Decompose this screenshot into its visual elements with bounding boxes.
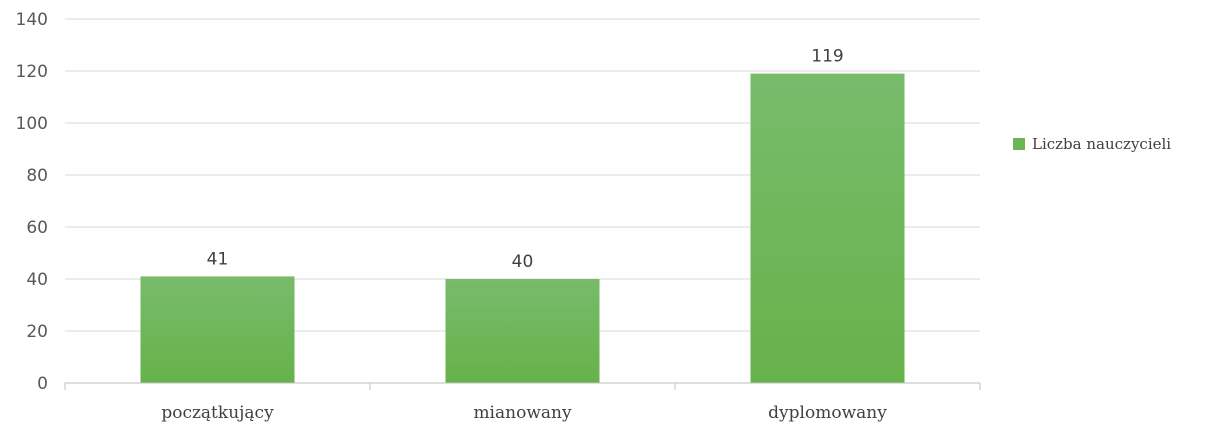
y-tick-label: 140 (16, 10, 48, 30)
y-tick-label: 60 (26, 218, 48, 238)
y-tick-label: 120 (16, 62, 48, 82)
bars (140, 73, 905, 383)
bar-1 (140, 276, 295, 383)
bar-2 (445, 279, 600, 383)
x-axis-tick-labels: początkujący mianowany dyplomowany (161, 403, 887, 423)
y-tick-label: 0 (37, 374, 48, 394)
x-axis (64, 382, 981, 390)
y-axis-tick-labels: 0 20 40 60 80 100 120 140 (16, 10, 48, 394)
data-label: 41 (207, 249, 229, 269)
legend: Liczba nauczycieli (1013, 135, 1171, 153)
bar-3 (750, 73, 905, 383)
x-tick-label: mianowany (473, 403, 572, 423)
data-labels: 41 40 119 (207, 47, 844, 272)
y-tick-label: 40 (26, 270, 48, 290)
y-tick-label: 80 (26, 166, 48, 186)
y-tick-label: 20 (26, 322, 48, 342)
legend-label-liczba-nauczycieli: Liczba nauczycieli (1032, 135, 1171, 153)
x-tick-label: początkujący (161, 403, 274, 423)
legend-swatch (1013, 138, 1025, 150)
y-tick-label: 100 (16, 114, 48, 134)
data-label: 40 (512, 252, 534, 272)
x-tick-label: dyplomowany (768, 403, 887, 423)
data-label: 119 (811, 47, 843, 67)
